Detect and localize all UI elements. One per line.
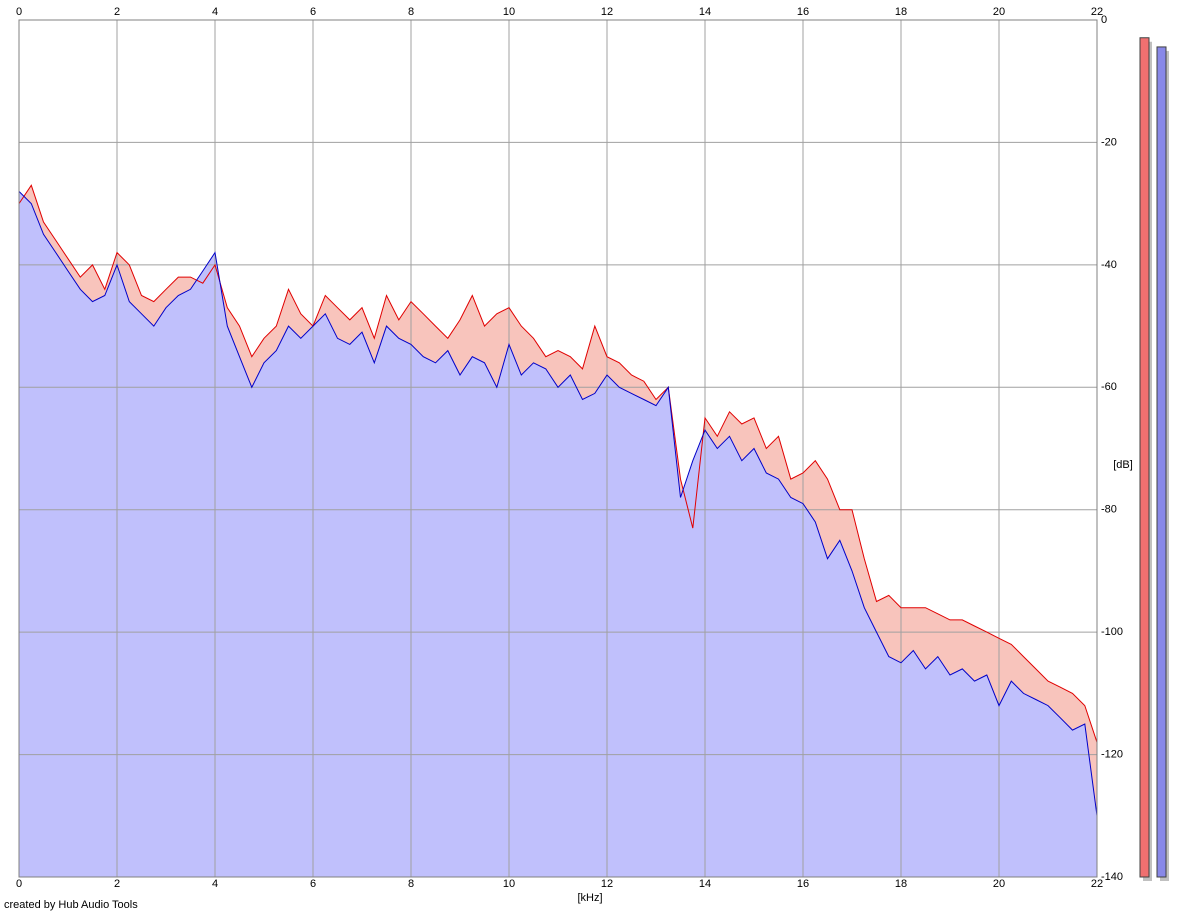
x-tick-label: 14 bbox=[699, 878, 711, 890]
y-tick-label: -140 bbox=[1101, 871, 1123, 883]
x-tick-label: 18 bbox=[895, 878, 907, 890]
x-tick-label: 4 bbox=[212, 878, 218, 890]
y-axis-label: [dB] bbox=[1113, 459, 1133, 471]
x-tick-label: 16 bbox=[797, 6, 809, 18]
x-tick-label: 6 bbox=[310, 6, 316, 18]
x-tick-label: 2 bbox=[114, 878, 120, 890]
x-tick-label: 20 bbox=[993, 6, 1005, 18]
y-tick-label: -100 bbox=[1101, 626, 1123, 638]
x-tick-label: 0 bbox=[16, 878, 22, 890]
y-tick-label: 0 bbox=[1101, 14, 1107, 26]
x-axis-label: [kHz] bbox=[577, 892, 602, 904]
x-tick-label: 8 bbox=[408, 878, 414, 890]
x-tick-label: 12 bbox=[601, 878, 613, 890]
x-tick-label: 18 bbox=[895, 6, 907, 18]
y-tick-label: -120 bbox=[1101, 748, 1123, 760]
x-tick-label: 2 bbox=[114, 6, 120, 18]
area-fill bbox=[19, 191, 1097, 877]
plot-frame bbox=[18, 19, 1098, 878]
y-tick-label: -80 bbox=[1101, 504, 1117, 516]
x-tick-label: 8 bbox=[408, 6, 414, 18]
spectrum-line bbox=[18, 191, 1098, 816]
spectrum-line bbox=[18, 184, 1098, 743]
x-tick-label: 0 bbox=[16, 6, 22, 18]
x-tick-label: 10 bbox=[503, 6, 515, 18]
x-tick-label: 6 bbox=[310, 878, 316, 890]
y-tick-label: -60 bbox=[1101, 381, 1117, 393]
y-tick-label: -20 bbox=[1101, 136, 1117, 148]
x-tick-label: 22 bbox=[1091, 6, 1103, 18]
y-tick-label: -40 bbox=[1101, 259, 1117, 271]
x-tick-label: 14 bbox=[699, 6, 711, 18]
level-meter bbox=[1139, 37, 1150, 878]
x-tick-label: 10 bbox=[503, 878, 515, 890]
x-tick-label: 20 bbox=[993, 878, 1005, 890]
footer: created by Hub Audio Tools bbox=[4, 899, 138, 911]
level-meter bbox=[1156, 46, 1167, 878]
x-tick-label: 4 bbox=[212, 6, 218, 18]
x-tick-label: 22 bbox=[1091, 878, 1103, 890]
x-tick-label: 16 bbox=[797, 878, 809, 890]
x-tick-label: 12 bbox=[601, 6, 613, 18]
